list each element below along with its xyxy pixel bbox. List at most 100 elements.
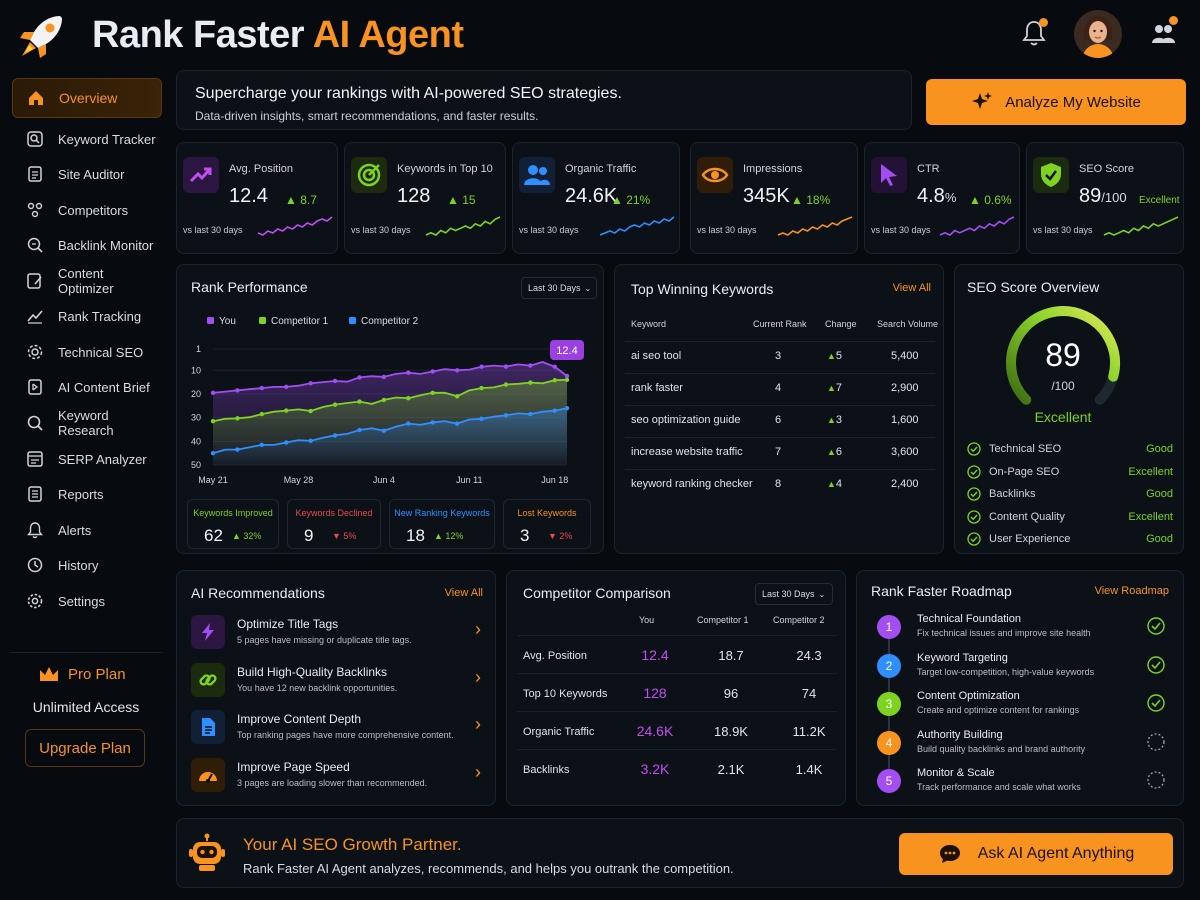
data-point [430,390,435,395]
data-point [564,377,570,382]
up-arrow-icon: ▲ [827,415,836,425]
recommendation-description: You have 12 new backlink opportunities. [237,682,398,693]
keyword-cell: increase website traffic [631,446,743,458]
metric-card[interactable]: CTR 4.8% ▲ 0.6% vs last 30 days [864,142,1020,254]
volume-cell: 1,600 [891,414,919,426]
metric-value: 345K [743,185,790,207]
table-row[interactable]: keyword ranking checker 8 ▲4 2,400 [625,469,935,497]
sidebar-item-label: Rank Tracking [58,308,142,324]
analyze-website-button[interactable]: Analyze My Website [926,79,1186,125]
recommendations-view-all-link[interactable]: View All [444,587,483,599]
competitor-range-select[interactable]: Last 30 Days ⌄ [755,583,833,605]
roadmap-title: Rank Faster Roadmap [871,583,1012,599]
seo-item-status: Good [1146,443,1173,455]
sidebar-item-serp-analyzer[interactable]: SERP Analyzer [12,441,162,477]
view-roadmap-link[interactable]: View Roadmap [1094,585,1169,597]
sidebar-item-content-optimizer[interactable]: Content Optimizer [12,263,162,299]
rank-stat-card: New Ranking Keywords 18 ▲ 12% [389,499,495,549]
sidebar-item-keyword-tracker[interactable]: Keyword Tracker [12,121,162,157]
sidebar-item-history[interactable]: History [12,547,162,583]
chevron-down-icon: ⌄ [818,589,826,599]
app-title: Rank Faster AI Agent [92,14,464,57]
data-point [503,413,509,418]
seo-check-item: Technical SEO Good [967,441,1173,459]
recommendation-item[interactable]: Improve Page Speed 3 pages are loading sl… [189,756,485,796]
table-row[interactable]: rank faster 4 ▲7 2,900 [625,373,935,401]
data-point [235,416,240,421]
sidebar-item-overview[interactable]: Overview [12,78,162,118]
recommendation-item[interactable]: Improve Content Depth Top ranking pages h… [189,708,485,748]
competitor-1-cell: 2.1K [717,762,745,777]
rank-range-select[interactable]: Last 30 Days ⌄ [521,277,597,299]
recommendation-item[interactable]: Optimize Title Tags 5 pages have missing … [189,613,485,653]
metric-change: ▲ 15 [447,193,476,207]
backlink-icon [27,237,43,253]
metric-label: CTR [917,163,940,175]
serp-icon [27,451,43,467]
data-point [564,373,570,379]
recommendation-item[interactable]: Build High-Quality Backlinks You have 12 … [189,661,485,701]
metric-card[interactable]: Organic Traffic 24.6K ▲ 21% vs last 30 days [512,142,680,254]
up-arrow-icon: ▲ [827,479,836,489]
user-avatar[interactable] [1074,10,1122,58]
seo-check-item: Backlinks Good [967,486,1173,504]
data-point [284,384,289,390]
sidebar-item-technical-seo[interactable]: Technical SEO [12,334,162,370]
bell-icon[interactable] [1020,18,1048,48]
sidebar-item-settings[interactable]: Settings [12,583,162,619]
sidebar-item-competitors[interactable]: Competitors [12,192,162,228]
metric-card[interactable]: Keywords in Top 10 128 ▲ 15 vs last 30 days [344,142,506,254]
title-main: Rank Faster [92,14,305,56]
roadmap-step[interactable]: 3 Content Optimization Create and optimize… [867,688,1173,722]
rank-stat-card: Keywords Declined 9 ▼ 5% [287,499,381,549]
you-cell: 24.6K [636,723,674,739]
data-point [284,440,289,445]
metric-card[interactable]: Impressions 345K ▲ 18% vs last 30 days [690,142,858,254]
sidebar-item-site-auditor[interactable]: Site Auditor [12,156,162,192]
roadmap-step[interactable]: 4 Authority Building Build quality backlin… [867,727,1173,761]
sidebar-item-backlink-monitor[interactable]: Backlink Monitor [12,227,162,263]
metric-card[interactable]: Avg. Position 12.4 ▲ 8.7 vs last 30 days [176,142,338,254]
table-row[interactable]: increase website traffic 7 ▲6 3,600 [625,437,935,465]
y-tick-label: 20 [191,389,201,399]
roadmap-step[interactable]: 1 Technical Foundation Fix technical issue… [867,611,1173,645]
chevron-right-icon: › [475,619,481,639]
step-description: Track performance and scale what works [917,782,1081,792]
sidebar-item-alerts[interactable]: Alerts [12,512,162,548]
table-row[interactable]: ai seo tool 3 ▲5 5,400 [625,341,935,369]
data-point [381,374,387,380]
sidebar-item-rank-tracking[interactable]: Rank Tracking [12,298,162,334]
change-cell: ▲6 [827,446,842,458]
keywords-view-all-link[interactable]: View All [892,282,931,294]
data-point [479,385,484,391]
y-tick-label: 10 [191,365,201,375]
roadmap-step[interactable]: 5 Monitor & Scale Track performance and sc… [867,765,1173,799]
legend-label: Competitor 2 [361,316,419,327]
step-title: Content Optimization [917,690,1020,702]
metric-card[interactable]: SEO Score 89/100 Excellent vs last 30 days [1026,142,1184,254]
sparkline-line [599,216,675,236]
up-arrow-icon: ▲ [827,447,836,457]
step-number-badge: 1 [877,615,901,639]
competitors-icon [27,202,43,218]
table-row[interactable]: seo optimization guide 6 ▲3 1,600 [625,405,935,433]
rank-stat-value: 62 [204,526,223,545]
metric-value: 128 [397,185,431,207]
upgrade-plan-button[interactable]: Upgrade Plan [25,729,145,767]
metric-change: ▲ 21% [611,193,651,207]
competitor-comparison-panel: Competitor Comparison Last 30 Days ⌄ You… [506,570,846,806]
team-icon[interactable] [1148,16,1178,48]
volume-cell: 5,400 [891,350,919,362]
sidebar-item-keyword-research[interactable]: Keyword Research [12,405,162,441]
robot-icon [187,833,227,873]
metric-label: Keywords in Top 10 [397,163,493,175]
metric-change: ▲ 18% [791,193,831,207]
roadmap-step[interactable]: 2 Keyword Targeting Target low-competition… [867,650,1173,684]
sidebar-item-reports[interactable]: Reports [12,476,162,512]
competitor-1-cell: 96 [723,686,739,701]
seo-score-max: /100 [1051,379,1075,393]
pro-plan-card: Pro Plan Unlimited Access Upgrade Plan [10,652,162,782]
ask-ai-agent-button[interactable]: Ask AI Agent Anything [899,833,1173,875]
data-point [308,408,313,414]
sidebar-item-ai-content-brief[interactable]: AI Content Brief [12,369,162,405]
